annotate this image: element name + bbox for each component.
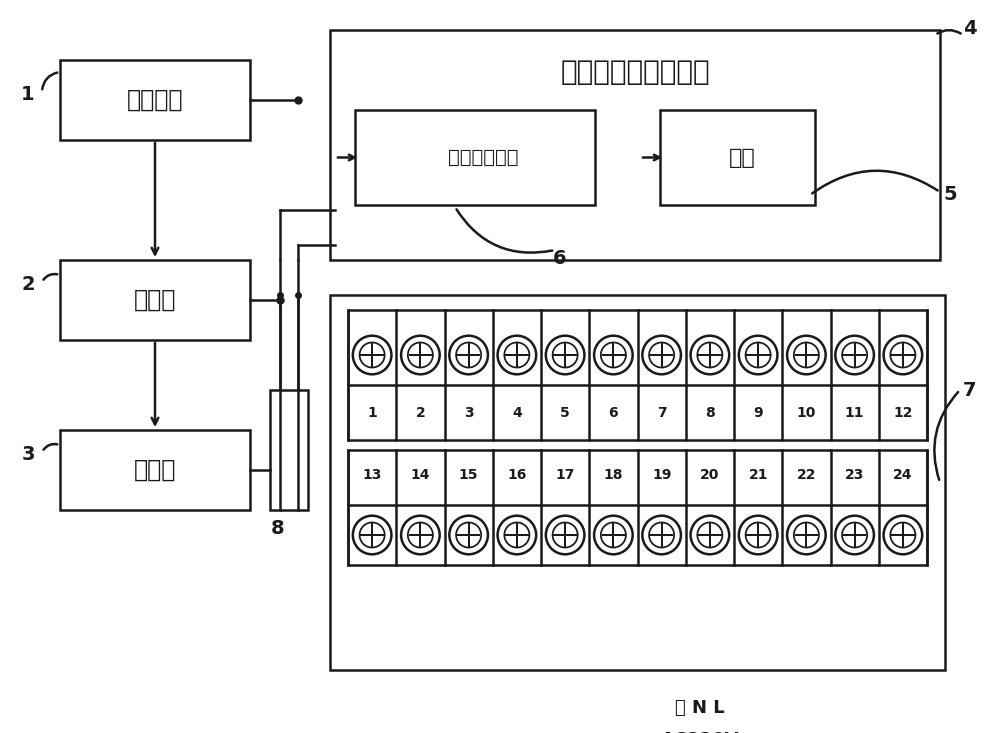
Text: 11: 11 xyxy=(845,406,864,420)
Text: 信号处理电路: 信号处理电路 xyxy=(448,148,518,167)
Text: 13: 13 xyxy=(362,468,382,482)
Text: 3: 3 xyxy=(21,446,35,465)
Text: 3: 3 xyxy=(464,406,473,420)
Bar xyxy=(348,310,927,440)
Text: 1: 1 xyxy=(367,406,377,420)
Text: 6: 6 xyxy=(609,406,618,420)
Text: 7: 7 xyxy=(963,380,977,399)
Text: 测功装置: 测功装置 xyxy=(127,88,183,112)
Text: 地 N L: 地 N L xyxy=(675,699,725,717)
Bar xyxy=(355,110,595,205)
Text: 17: 17 xyxy=(555,468,575,482)
Text: 6: 6 xyxy=(553,248,567,268)
Text: 5: 5 xyxy=(560,406,570,420)
Text: 8: 8 xyxy=(271,518,285,537)
Text: 12: 12 xyxy=(893,406,913,420)
Text: 4: 4 xyxy=(963,18,977,37)
Text: 21: 21 xyxy=(748,468,768,482)
Text: 传感器: 传感器 xyxy=(134,288,176,312)
Text: AC220V: AC220V xyxy=(661,731,739,733)
Bar xyxy=(330,295,945,670)
Text: 10: 10 xyxy=(797,406,816,420)
Bar xyxy=(330,30,940,260)
Text: 显示: 显示 xyxy=(729,147,756,168)
Text: 15: 15 xyxy=(459,468,478,482)
Bar xyxy=(60,260,250,340)
Text: 2: 2 xyxy=(21,276,35,295)
Text: 9: 9 xyxy=(753,406,763,420)
Text: 5: 5 xyxy=(943,185,957,205)
Bar xyxy=(60,430,250,510)
Bar xyxy=(348,450,927,565)
Text: 16: 16 xyxy=(507,468,527,482)
Text: 22: 22 xyxy=(797,468,816,482)
Text: 1: 1 xyxy=(21,86,35,105)
Text: 14: 14 xyxy=(411,468,430,482)
Bar xyxy=(660,110,815,205)
Text: 2: 2 xyxy=(416,406,425,420)
Text: 4: 4 xyxy=(512,406,522,420)
Text: 20: 20 xyxy=(700,468,720,482)
Text: 放大器: 放大器 xyxy=(134,458,176,482)
Text: 7: 7 xyxy=(657,406,666,420)
Text: 18: 18 xyxy=(604,468,623,482)
Text: 19: 19 xyxy=(652,468,671,482)
Bar xyxy=(60,60,250,140)
Text: 8: 8 xyxy=(705,406,715,420)
Bar xyxy=(270,390,308,510)
Text: 24: 24 xyxy=(893,468,913,482)
Text: 台位测试系统控制柜: 台位测试系统控制柜 xyxy=(560,58,710,86)
Text: 23: 23 xyxy=(845,468,864,482)
